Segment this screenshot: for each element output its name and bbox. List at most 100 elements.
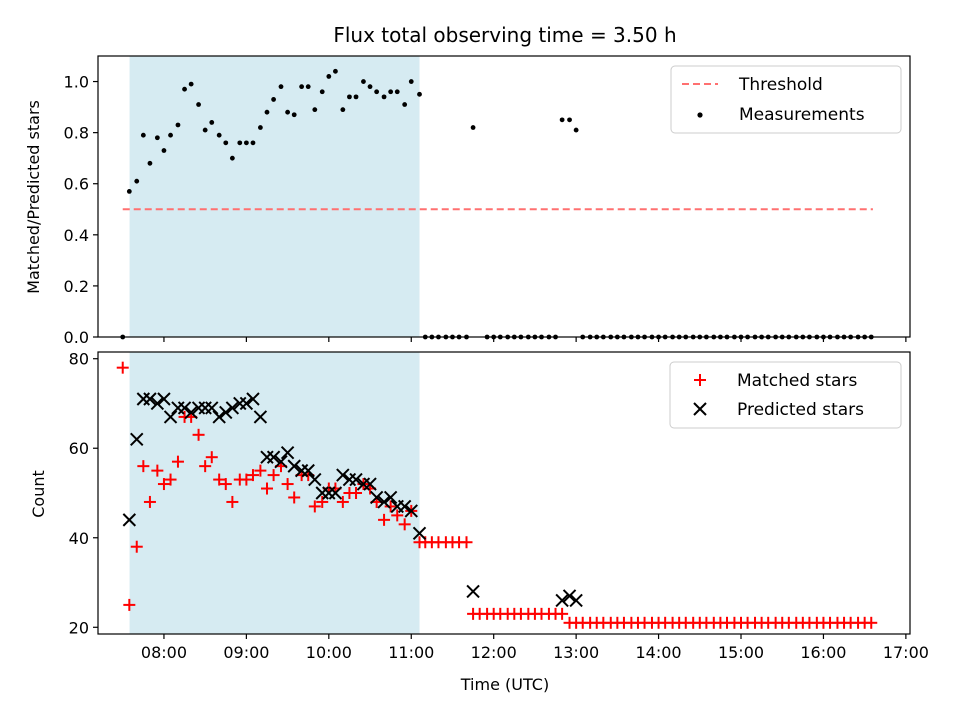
predicted-point xyxy=(253,410,268,424)
matched-point xyxy=(130,540,143,553)
predicted-point xyxy=(122,513,137,527)
matched-point xyxy=(246,469,259,482)
predicted-point xyxy=(569,593,583,608)
top-panel: 0.0 0.2 0.4 0.6 0.8 1.0 Flux total observing … xyxy=(24,23,911,347)
measurement-point xyxy=(243,140,249,146)
bottom-axes-frame xyxy=(97,351,911,635)
x-tick-label: 13:00 xyxy=(553,643,599,662)
x-tick-label: 10:00 xyxy=(306,643,352,662)
top-chart-title: Flux total observing time = 3.50 h xyxy=(333,23,676,47)
matched-point xyxy=(398,518,411,531)
top-axes-frame xyxy=(97,55,911,338)
predicted-point xyxy=(404,504,418,518)
matched-point xyxy=(308,500,321,513)
matched-legend-label: Matched stars xyxy=(737,371,857,391)
predicted-point xyxy=(308,472,322,487)
top-y-ticks: 0.0 0.2 0.4 0.6 0.8 1.0 xyxy=(64,73,98,347)
threshold-legend-label: Threshold xyxy=(738,75,823,95)
measurement-point xyxy=(408,79,414,84)
predicted-point xyxy=(225,401,240,415)
measurement-point xyxy=(470,125,476,130)
measurement-point xyxy=(333,68,338,74)
predicted-point xyxy=(412,526,427,540)
y-tick-label: 0.2 xyxy=(64,277,89,296)
predicted-point xyxy=(150,396,165,411)
matched-point xyxy=(192,428,205,441)
predicted-point xyxy=(177,401,192,415)
matched-point xyxy=(205,451,218,464)
measurement-point xyxy=(573,127,579,133)
measurement-point xyxy=(567,117,572,123)
predicted-point xyxy=(184,405,198,420)
top-legend-box xyxy=(670,65,902,134)
predicted-point xyxy=(466,584,480,599)
predicted-point xyxy=(328,486,343,500)
measurement-point xyxy=(347,94,352,100)
measurement-point xyxy=(250,140,256,146)
measurement-point xyxy=(258,125,263,130)
y-tick-label: 80 xyxy=(69,350,89,369)
measurement-point xyxy=(381,94,387,100)
matched-point xyxy=(384,500,397,513)
measurement-point xyxy=(182,86,187,92)
bottom-legend-box xyxy=(669,361,902,429)
top-y-axis-label: Matched/Predicted stars xyxy=(24,100,43,294)
x-tick-label: 11:00 xyxy=(388,643,434,662)
bottom-panel: 20 40 60 80 08:00 09:00 10:00 11:00 12:00 13:00 1… xyxy=(29,350,929,694)
predicted-point xyxy=(397,499,412,514)
measurement-point xyxy=(175,122,181,128)
measurement-point xyxy=(154,135,160,141)
measurement-point xyxy=(161,148,167,153)
matched-point xyxy=(350,487,363,499)
measurement-point xyxy=(299,84,305,90)
matched-point xyxy=(116,361,129,374)
bottom-shaded-span xyxy=(129,352,420,634)
measurement-point xyxy=(305,84,311,90)
predicted-point xyxy=(301,463,315,478)
predicted-point xyxy=(205,401,219,415)
measurement-point xyxy=(264,109,270,115)
measurement-point xyxy=(326,74,332,79)
measurement-point xyxy=(291,112,297,118)
y-tick-label: 1.0 xyxy=(64,73,89,92)
measurement-point xyxy=(312,107,318,113)
x-tick-label: 08:00 xyxy=(141,643,187,662)
matched-point xyxy=(164,473,177,486)
measurement-point xyxy=(278,84,284,90)
measurement-point xyxy=(361,79,366,84)
measurement-point xyxy=(216,132,222,138)
bottom-y-ticks: 20 40 60 80 xyxy=(69,350,98,637)
predicted-point xyxy=(219,405,233,420)
predicted-point xyxy=(239,396,254,411)
bottom-x-ticks: 08:00 09:00 10:00 11:00 12:00 13:00 14:00 15:00… xyxy=(141,634,929,662)
measurements-legend-label: Measurements xyxy=(739,105,865,125)
matched-point xyxy=(199,460,212,473)
predicted-point xyxy=(130,432,144,446)
matched-point xyxy=(219,478,232,491)
x-tick-label: 16:00 xyxy=(800,643,846,662)
measurement-point xyxy=(353,94,359,100)
measurement-point xyxy=(188,81,194,87)
measurement-point xyxy=(340,107,346,113)
predicted-point xyxy=(163,410,178,424)
x-tick-label: 17:00 xyxy=(883,643,929,662)
matched-point xyxy=(151,464,164,477)
y-tick-label: 0.0 xyxy=(64,328,89,347)
predicted-point xyxy=(266,450,281,464)
x-tick-label: 09:00 xyxy=(223,643,269,662)
predicted-legend-swatch xyxy=(693,402,707,416)
measurement-point xyxy=(559,117,565,123)
predicted-point xyxy=(246,392,260,406)
y-tick-label: 20 xyxy=(69,618,89,637)
measurement-point xyxy=(140,132,146,138)
measurement-point xyxy=(134,178,140,184)
measurement-point xyxy=(126,188,132,194)
predicted-point xyxy=(287,459,301,473)
matched-point xyxy=(260,482,273,495)
bottom-x-axis-label: Time (UTC) xyxy=(460,675,549,694)
matched-point xyxy=(316,495,329,508)
x-tick-label: 15:00 xyxy=(718,643,764,662)
bottom-legend: Matched stars Predicted stars xyxy=(669,361,902,429)
measurement-point xyxy=(168,132,173,138)
